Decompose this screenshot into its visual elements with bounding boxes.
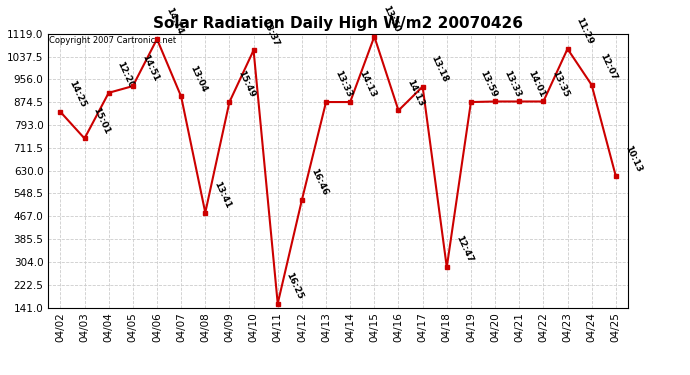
Text: 12:07: 12:07 xyxy=(599,53,619,82)
Text: 14:25: 14:25 xyxy=(68,79,88,109)
Text: 13:59: 13:59 xyxy=(478,69,498,99)
Text: 13:04: 13:04 xyxy=(188,64,208,94)
Text: 13:37: 13:37 xyxy=(261,18,281,48)
Text: 14:14: 14:14 xyxy=(164,6,184,36)
Text: Copyright 2007 Cartronics.net: Copyright 2007 Cartronics.net xyxy=(50,36,177,45)
Text: 13:41: 13:41 xyxy=(213,180,233,210)
Text: 13:18: 13:18 xyxy=(430,54,450,84)
Text: 12:20: 12:20 xyxy=(116,60,136,90)
Text: 13:33: 13:33 xyxy=(502,69,522,99)
Text: 14:51: 14:51 xyxy=(140,54,160,83)
Text: 10:13: 10:13 xyxy=(623,144,643,174)
Text: 13:33: 13:33 xyxy=(333,69,353,99)
Text: 15:01: 15:01 xyxy=(92,106,112,136)
Title: Solar Radiation Daily High W/m2 20070426: Solar Radiation Daily High W/m2 20070426 xyxy=(153,16,523,31)
Text: 11:29: 11:29 xyxy=(575,16,595,46)
Text: 16:25: 16:25 xyxy=(285,271,305,301)
Text: 14:01: 14:01 xyxy=(526,69,546,99)
Text: 16:46: 16:46 xyxy=(309,167,329,197)
Text: 15:49: 15:49 xyxy=(237,69,257,99)
Text: 13:35: 13:35 xyxy=(551,69,571,99)
Text: 14:13: 14:13 xyxy=(406,78,426,108)
Text: 12:47: 12:47 xyxy=(454,234,474,264)
Text: 14:13: 14:13 xyxy=(357,69,377,99)
Text: 13:50: 13:50 xyxy=(382,4,402,34)
